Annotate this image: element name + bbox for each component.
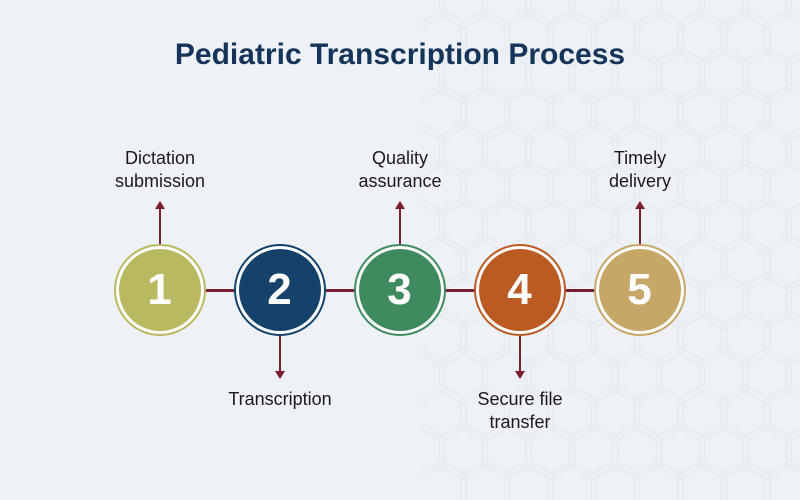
step-number-1: 1	[119, 249, 201, 331]
page-title: Pediatric Transcription Process	[0, 38, 800, 72]
step-circle-4: 4	[474, 244, 566, 336]
step-label-4: Secure filetransfer	[450, 388, 590, 433]
step-number-5: 5	[599, 249, 681, 331]
step-circle-1: 1	[114, 244, 206, 336]
arrow-head-3	[395, 201, 405, 209]
step-label-5: Timelydelivery	[570, 147, 710, 192]
arrow-head-4	[515, 371, 525, 379]
connector-2-3	[324, 289, 356, 292]
step-number-3: 3	[359, 249, 441, 331]
step-label-2: Transcription	[210, 388, 350, 411]
arrow-head-5	[635, 201, 645, 209]
connector-1-2	[204, 289, 236, 292]
arrow-head-2	[275, 371, 285, 379]
step-circle-3: 3	[354, 244, 446, 336]
step-circle-5: 5	[594, 244, 686, 336]
arrow-head-1	[155, 201, 165, 209]
connector-4-5	[564, 289, 596, 292]
step-number-4: 4	[479, 249, 561, 331]
step-number-2: 2	[239, 249, 321, 331]
step-label-3: Qualityassurance	[330, 147, 470, 192]
connector-3-4	[444, 289, 476, 292]
step-circle-2: 2	[234, 244, 326, 336]
step-label-1: Dictationsubmission	[90, 147, 230, 192]
